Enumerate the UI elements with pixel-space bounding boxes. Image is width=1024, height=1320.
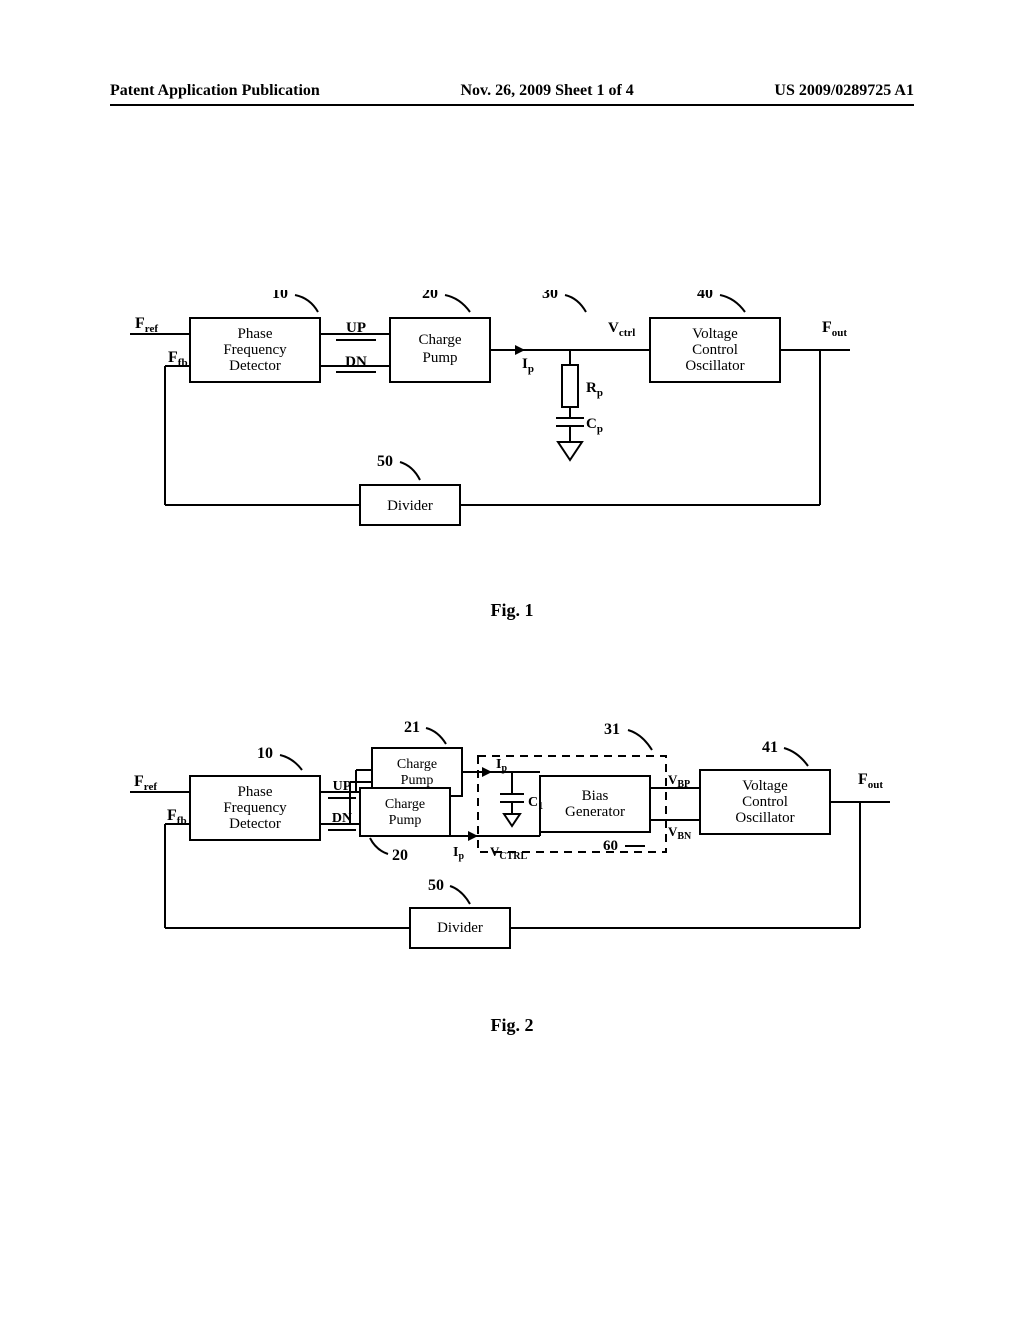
fref: F xyxy=(135,315,145,332)
svg-text:Ip: Ip xyxy=(522,356,534,375)
fout2-sub: out xyxy=(868,779,884,791)
vbp-sub: BP xyxy=(677,779,690,790)
figure-2: Phase Frequency Detector Charge Pump Cha… xyxy=(120,720,900,985)
svg-text:Fout: Fout xyxy=(858,771,883,791)
ref-20: 20 xyxy=(422,290,438,302)
rp-sub: p xyxy=(597,387,603,399)
ffb2: F xyxy=(167,807,177,824)
dn: DN xyxy=(345,354,367,370)
div-label: Divider xyxy=(387,498,433,514)
ref2-50: 50 xyxy=(428,877,444,894)
div2: Divider xyxy=(437,920,483,936)
pfd-line3: Detector xyxy=(229,358,281,374)
pfd2-l1: Phase xyxy=(238,784,273,800)
fref-sub: ref xyxy=(145,323,159,335)
ref2-60: 60 xyxy=(603,838,618,854)
header-center: Nov. 26, 2009 Sheet 1 of 4 xyxy=(460,82,633,100)
vbn-sub: BN xyxy=(677,831,692,842)
fig2-caption: Fig. 2 xyxy=(0,1015,1024,1036)
cp-sub: p xyxy=(597,423,603,435)
ref-30: 30 xyxy=(542,290,558,302)
svg-text:Fref: Fref xyxy=(134,773,157,793)
rp: R xyxy=(586,380,597,396)
cp-line1: Charge xyxy=(418,332,461,348)
vctrl: V xyxy=(608,320,619,336)
header-rule xyxy=(110,104,914,106)
cp22-l2: Pump xyxy=(389,813,422,828)
ref2-10: 10 xyxy=(257,745,273,762)
fout-sub: out xyxy=(832,327,848,339)
fref2: F xyxy=(134,773,144,790)
ip2a-sub: p xyxy=(501,763,507,774)
cp-comp: C xyxy=(586,416,597,432)
cp-line2: Pump xyxy=(422,350,457,366)
svg-text:Vctrl: Vctrl xyxy=(608,320,635,339)
svg-text:Ip: Ip xyxy=(453,845,464,862)
svg-text:Fout: Fout xyxy=(822,319,847,339)
page-header: Patent Application Publication Nov. 26, … xyxy=(110,82,914,100)
ref-10: 10 xyxy=(272,290,288,302)
pfd-line1: Phase xyxy=(238,326,273,342)
cp21-l1: Charge xyxy=(397,757,437,772)
svg-text:Fref: Fref xyxy=(135,315,158,335)
bias-l1: Bias xyxy=(582,788,609,804)
up2: UP xyxy=(333,779,352,794)
vco2-l3: Oscillator xyxy=(735,810,794,826)
vco-line1: Voltage xyxy=(692,326,738,342)
svg-text:Rp: Rp xyxy=(586,380,603,399)
ip-sub: p xyxy=(528,363,534,375)
ref-40: 40 xyxy=(697,290,713,302)
vco-line2: Control xyxy=(692,342,738,358)
bias-l2: Generator xyxy=(565,804,625,820)
vco-line3: Oscillator xyxy=(685,358,744,374)
ffb-sub: fb xyxy=(178,357,188,369)
svg-text:VCTRL: VCTRL xyxy=(490,844,528,862)
vctrl2-sub: CTRL xyxy=(499,851,527,862)
ref2-41: 41 xyxy=(762,739,778,756)
ffb: F xyxy=(168,349,178,366)
cp21-l2: Pump xyxy=(401,773,434,788)
ref2-31: 31 xyxy=(604,721,620,738)
fig1-caption: Fig. 1 xyxy=(0,600,1024,621)
vctrl-sub: ctrl xyxy=(619,327,635,339)
pfd-line2: Frequency xyxy=(223,342,287,358)
svg-text:Ip: Ip xyxy=(496,757,507,774)
fref2-sub: ref xyxy=(144,781,158,793)
fout2: F xyxy=(858,771,868,788)
svg-text:Cp: Cp xyxy=(586,416,603,435)
page: Patent Application Publication Nov. 26, … xyxy=(0,0,1024,1320)
vco2-l1: Voltage xyxy=(742,778,788,794)
vco2-l2: Control xyxy=(742,794,788,810)
c1-sub: 1 xyxy=(538,801,543,812)
ref2-21: 21 xyxy=(404,720,420,736)
header-right: US 2009/0289725 A1 xyxy=(774,82,914,100)
pfd2-l3: Detector xyxy=(229,816,281,832)
ip2b-sub: p xyxy=(458,851,464,862)
ref-50: 50 xyxy=(377,453,393,470)
up: UP xyxy=(346,320,366,336)
ffb2-sub: fb xyxy=(177,815,187,827)
cp22-l1: Charge xyxy=(385,797,425,812)
c1: C xyxy=(528,795,538,810)
pfd2-l2: Frequency xyxy=(223,800,287,816)
ref2-20: 20 xyxy=(392,847,408,864)
fout: F xyxy=(822,319,832,336)
svg-text:VBN: VBN xyxy=(668,824,692,842)
figure-1: Phase Frequency Detector Charge Pump Vol… xyxy=(120,290,880,555)
header-left: Patent Application Publication xyxy=(110,82,320,100)
